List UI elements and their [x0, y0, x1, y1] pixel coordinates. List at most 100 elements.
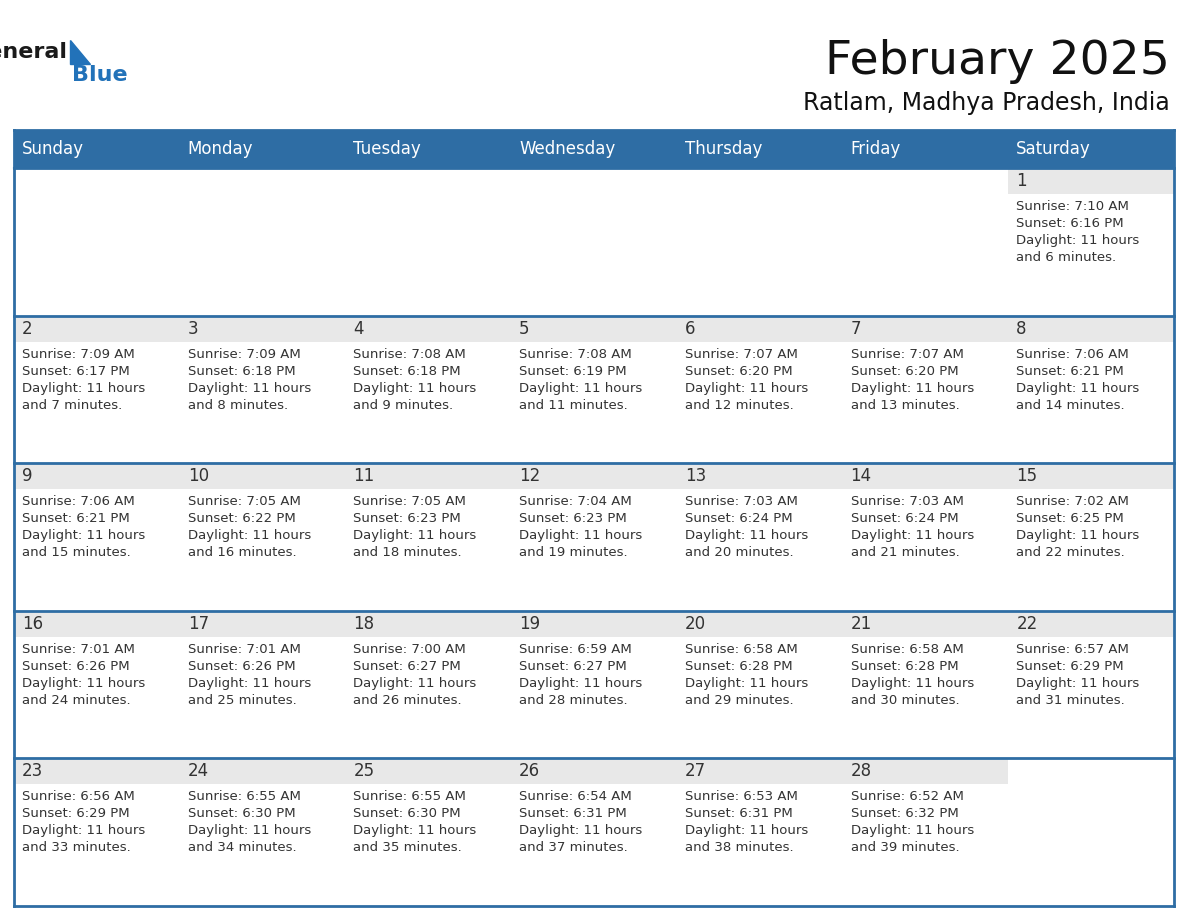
Text: 13: 13	[684, 467, 706, 486]
Text: and 19 minutes.: and 19 minutes.	[519, 546, 627, 559]
Bar	[14, 758, 179, 906]
Polygon shape	[70, 40, 90, 64]
Bar	[677, 758, 842, 906]
Text: Daylight: 11 hours: Daylight: 11 hours	[851, 824, 974, 837]
Bar	[1009, 168, 1174, 316]
Bar	[677, 316, 842, 464]
Bar	[842, 758, 1009, 906]
Bar	[1009, 464, 1174, 489]
Text: and 34 minutes.: and 34 minutes.	[188, 842, 296, 855]
Text: 9: 9	[23, 467, 32, 486]
Text: Sunset: 6:31 PM: Sunset: 6:31 PM	[519, 808, 627, 821]
Text: Sunrise: 7:03 AM: Sunrise: 7:03 AM	[684, 495, 797, 509]
Text: and 18 minutes.: and 18 minutes.	[353, 546, 462, 559]
Text: Sunrise: 6:57 AM: Sunrise: 6:57 AM	[1016, 643, 1129, 655]
Text: Sunrise: 6:53 AM: Sunrise: 6:53 AM	[684, 790, 797, 803]
Bar	[677, 610, 842, 637]
Text: Sunset: 6:27 PM: Sunset: 6:27 PM	[353, 660, 461, 673]
Text: Daylight: 11 hours: Daylight: 11 hours	[23, 677, 145, 689]
Text: and 39 minutes.: and 39 minutes.	[851, 842, 959, 855]
Bar	[677, 168, 842, 316]
Bar	[677, 464, 842, 489]
Bar	[842, 316, 1009, 341]
Bar	[677, 758, 842, 784]
Text: Daylight: 11 hours: Daylight: 11 hours	[519, 529, 643, 543]
Text: and 38 minutes.: and 38 minutes.	[684, 842, 794, 855]
Bar	[1009, 610, 1174, 637]
Text: 4: 4	[353, 319, 364, 338]
Bar	[842, 610, 1009, 637]
Text: 7: 7	[851, 319, 861, 338]
Text: Sunset: 6:30 PM: Sunset: 6:30 PM	[353, 808, 461, 821]
Text: Sunrise: 6:59 AM: Sunrise: 6:59 AM	[519, 643, 632, 655]
Text: Daylight: 11 hours: Daylight: 11 hours	[1016, 529, 1139, 543]
Text: and 21 minutes.: and 21 minutes.	[851, 546, 960, 559]
Bar	[14, 464, 179, 610]
Text: Daylight: 11 hours: Daylight: 11 hours	[519, 677, 643, 689]
Text: 18: 18	[353, 615, 374, 633]
Text: and 8 minutes.: and 8 minutes.	[188, 398, 287, 411]
Text: Daylight: 11 hours: Daylight: 11 hours	[851, 677, 974, 689]
Text: Daylight: 11 hours: Daylight: 11 hours	[684, 824, 808, 837]
Text: Friday: Friday	[851, 140, 901, 158]
Text: 20: 20	[684, 615, 706, 633]
Bar	[14, 316, 179, 341]
Text: Sunset: 6:18 PM: Sunset: 6:18 PM	[188, 364, 296, 377]
Bar	[179, 610, 346, 758]
Bar	[179, 758, 346, 906]
Text: Sunrise: 7:07 AM: Sunrise: 7:07 AM	[851, 348, 963, 361]
Text: Daylight: 11 hours: Daylight: 11 hours	[188, 529, 311, 543]
Text: Daylight: 11 hours: Daylight: 11 hours	[851, 529, 974, 543]
Text: Sunday: Sunday	[23, 140, 84, 158]
Bar	[511, 464, 677, 489]
Bar	[511, 610, 677, 637]
Bar	[511, 464, 677, 610]
Bar	[511, 316, 677, 341]
Text: Sunrise: 7:10 AM: Sunrise: 7:10 AM	[1016, 200, 1129, 213]
Bar	[179, 610, 346, 637]
Bar	[677, 464, 842, 610]
Bar	[179, 316, 346, 464]
Text: and 37 minutes.: and 37 minutes.	[519, 842, 628, 855]
Text: Daylight: 11 hours: Daylight: 11 hours	[353, 824, 476, 837]
Bar	[179, 758, 346, 784]
Text: 24: 24	[188, 763, 209, 780]
Text: Daylight: 11 hours: Daylight: 11 hours	[519, 382, 643, 395]
Bar	[346, 758, 511, 784]
Text: 14: 14	[851, 467, 872, 486]
Text: February 2025: February 2025	[826, 39, 1170, 84]
Text: Sunset: 6:22 PM: Sunset: 6:22 PM	[188, 512, 296, 525]
Text: Sunrise: 7:07 AM: Sunrise: 7:07 AM	[684, 348, 797, 361]
Text: Sunset: 6:21 PM: Sunset: 6:21 PM	[23, 512, 129, 525]
Bar	[511, 758, 677, 906]
Text: Sunset: 6:26 PM: Sunset: 6:26 PM	[188, 660, 296, 673]
Text: Wednesday: Wednesday	[519, 140, 615, 158]
Bar	[842, 316, 1009, 464]
Text: and 26 minutes.: and 26 minutes.	[353, 694, 462, 707]
Text: Sunset: 6:29 PM: Sunset: 6:29 PM	[23, 808, 129, 821]
Bar	[842, 610, 1009, 758]
Bar	[511, 610, 677, 758]
Text: 27: 27	[684, 763, 706, 780]
Text: Daylight: 11 hours: Daylight: 11 hours	[684, 677, 808, 689]
Text: and 14 minutes.: and 14 minutes.	[1016, 398, 1125, 411]
Text: 22: 22	[1016, 615, 1037, 633]
Text: 2: 2	[23, 319, 32, 338]
Bar	[14, 610, 179, 758]
Bar	[346, 316, 511, 464]
Text: Sunset: 6:31 PM: Sunset: 6:31 PM	[684, 808, 792, 821]
Bar	[511, 168, 677, 316]
Text: and 20 minutes.: and 20 minutes.	[684, 546, 794, 559]
Text: Daylight: 11 hours: Daylight: 11 hours	[851, 382, 974, 395]
Bar	[346, 610, 511, 637]
Text: and 12 minutes.: and 12 minutes.	[684, 398, 794, 411]
Text: Sunrise: 6:52 AM: Sunrise: 6:52 AM	[851, 790, 963, 803]
Bar	[14, 130, 1174, 168]
Text: Sunset: 6:23 PM: Sunset: 6:23 PM	[353, 512, 461, 525]
Text: Sunrise: 7:05 AM: Sunrise: 7:05 AM	[353, 495, 467, 509]
Text: Sunrise: 7:06 AM: Sunrise: 7:06 AM	[1016, 348, 1129, 361]
Text: 15: 15	[1016, 467, 1037, 486]
Text: Daylight: 11 hours: Daylight: 11 hours	[353, 382, 476, 395]
Bar	[1009, 464, 1174, 610]
Text: Daylight: 11 hours: Daylight: 11 hours	[188, 382, 311, 395]
